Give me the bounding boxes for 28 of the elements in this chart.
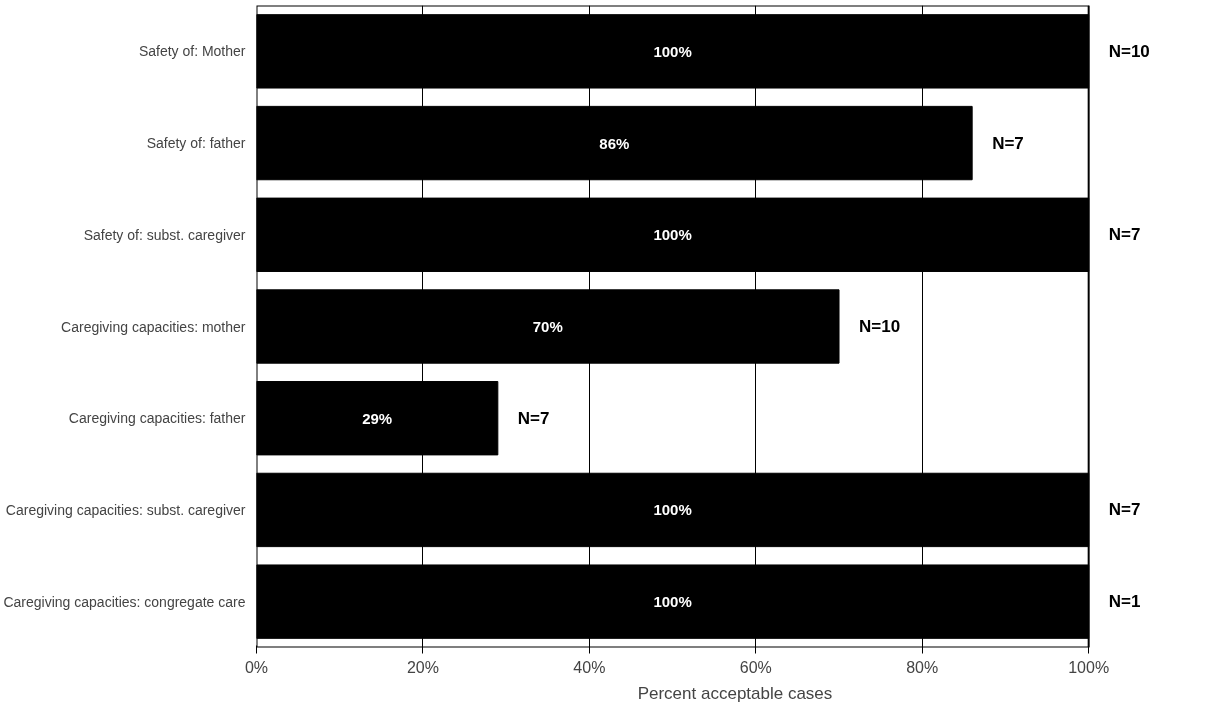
x-tick-label: 80% — [906, 658, 939, 676]
annotation: N=10 — [859, 317, 901, 336]
data-label: 70% — [532, 318, 563, 335]
text: N=7 — [1108, 225, 1141, 245]
data-label: 29% — [362, 409, 393, 427]
y-tick-label: Caregiving capacities: mother — [61, 318, 246, 335]
annotation: N=7 — [992, 133, 1024, 153]
x-tick-label: 40% — [573, 658, 606, 676]
y-tick-label: Caregiving capacities: father — [68, 410, 246, 427]
y-tick-label: Safety of: subst. caregiver — [83, 226, 246, 243]
text: N=1 — [1108, 592, 1141, 612]
y-tick-label: Caregiving capacities: subst. caregiver — [5, 501, 246, 518]
y-tick-label: Caregiving capacities: congregate care — [3, 593, 246, 610]
x-tick-label: 20% — [406, 658, 439, 676]
y-tick-label: Safety of: Mother — [138, 43, 246, 60]
x-tick-label: 0% — [244, 658, 269, 676]
x-tick-label: 60% — [739, 658, 772, 676]
data-label: 100% — [653, 226, 692, 244]
y-tick-label: Safety of: father — [146, 135, 246, 152]
data-label: 100% — [653, 593, 692, 611]
data-label: 100% — [653, 501, 692, 519]
annotation: N=7 — [517, 408, 550, 428]
x-tick-label: 100% — [1068, 658, 1110, 676]
x-axis-title: Percent acceptable cases — [637, 683, 833, 703]
data-label: 86% — [599, 134, 630, 152]
text: N=10 — [1108, 41, 1150, 61]
text: N=7 — [1108, 500, 1141, 520]
data-label: 100% — [653, 42, 692, 60]
